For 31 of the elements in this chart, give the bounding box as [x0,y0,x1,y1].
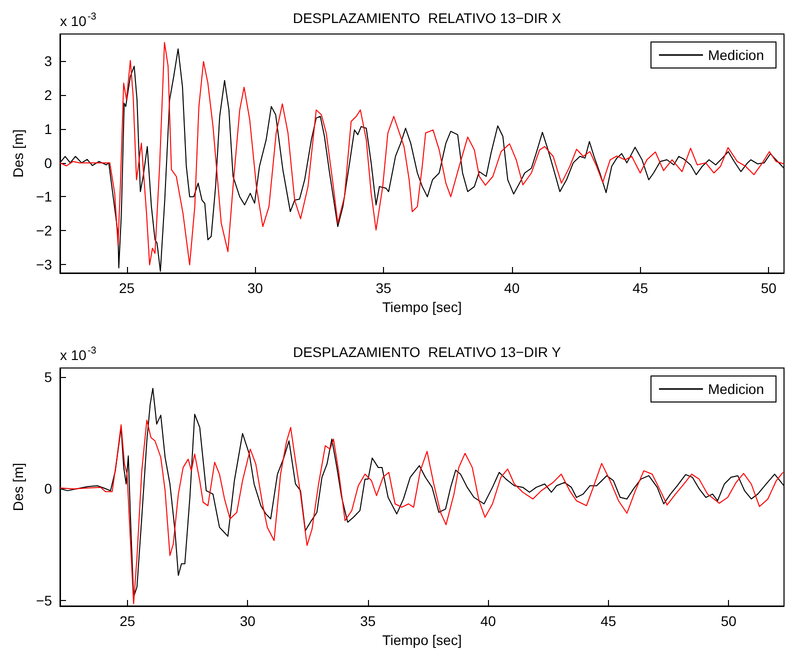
y-axis-title: Des [m] [10,462,26,511]
y-tick-label: −5 [36,592,52,608]
x-tick-label: 40 [504,280,520,296]
y-tick-label: 2 [44,87,52,104]
y-tick-label: 5 [44,368,52,384]
legend-label: Medicion [708,47,764,63]
x-tick-label: 30 [240,612,256,628]
y-tick-label: −2 [36,222,52,239]
x-tick-label: 50 [760,280,777,296]
y-tick-label: −1 [36,188,52,205]
y-tick-label: 3 [44,53,52,70]
legend-label: Medicion [708,380,764,396]
x-tick-label: 25 [118,280,135,296]
x-axis-title: Tiempo [sec] [382,631,462,648]
y-tick-label: −3 [36,256,52,273]
x-axis-title: Tiempo [sec] [382,298,462,315]
x-tick-label: 30 [247,280,264,296]
y-tick-label: 0 [44,154,52,171]
y-axis-title: Des [m] [10,129,26,178]
line-series [60,419,784,604]
x-tick-label: 45 [632,280,648,296]
chart-title: DESPLAZAMIENTO RELATIVO 13−DIR Y [292,344,562,360]
y-tick-label: 1 [44,120,52,137]
chart-title: DESPLAZAMIENTO RELATIVO 13−DIR X [292,10,562,26]
y-tick-label: 0 [44,480,52,496]
x-tick-label: 35 [376,280,392,296]
x-tick-label: 45 [600,612,616,628]
x-tick-label: 35 [360,612,376,628]
x-tick-label: 40 [480,612,496,628]
x-tick-label: 50 [720,612,737,628]
x-tick-label: 25 [120,612,136,628]
